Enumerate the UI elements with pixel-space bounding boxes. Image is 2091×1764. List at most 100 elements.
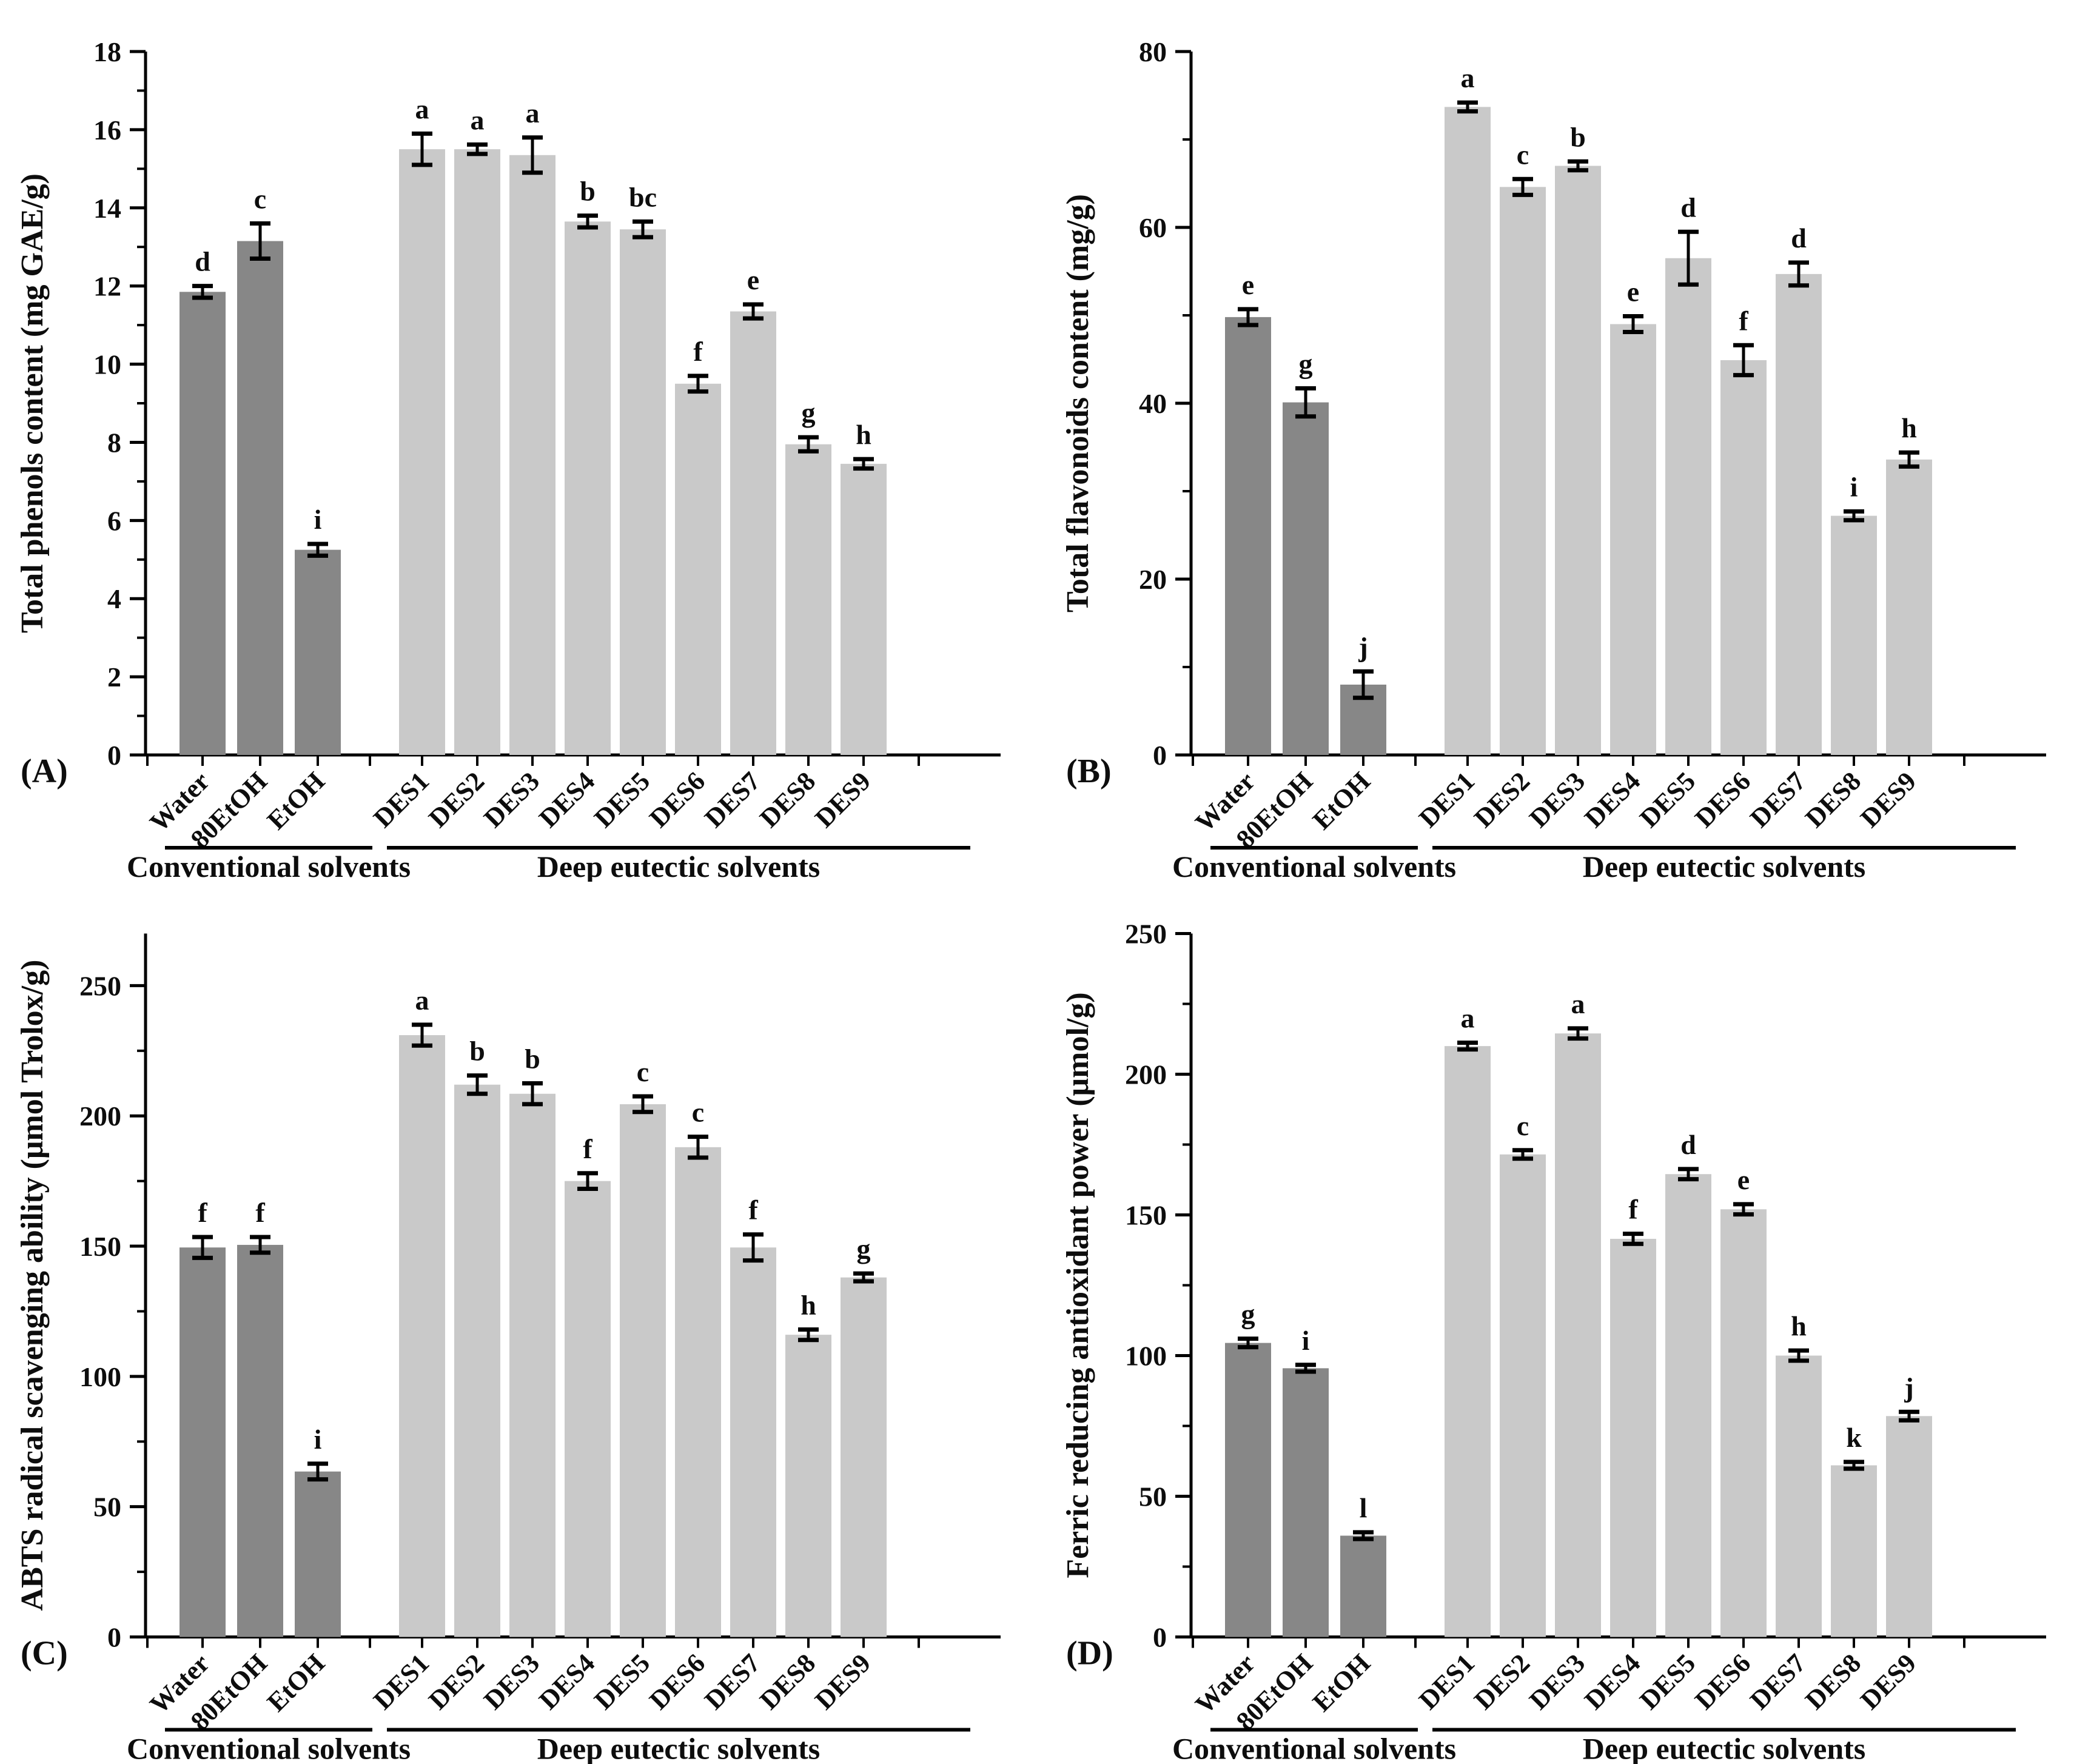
bar-DES1 <box>399 149 445 756</box>
x-label-DES3: DES3 <box>1523 1648 1591 1715</box>
y-tick-label: 150 <box>79 1231 121 1262</box>
x-label-DES4: DES4 <box>1579 1648 1646 1715</box>
chart-A: 024681012141618dWaterc80EtOHiEtOHaDES1aD… <box>15 36 1001 882</box>
group-label-2: Deep eutectic solvents <box>1583 850 1866 882</box>
x-label-EtOH: EtOH <box>261 1648 331 1717</box>
sig-letter-80EtOH: i <box>1302 1325 1310 1356</box>
x-label-DES2: DES2 <box>423 766 490 833</box>
y-axis-title: Ferric reducing antioxidant power (μmol/… <box>1061 992 1095 1578</box>
x-label-DES4: DES4 <box>1579 766 1646 833</box>
bar-DES7 <box>1776 273 1822 756</box>
sig-letter-DES8: k <box>1846 1422 1862 1453</box>
x-label-DES3: DES3 <box>478 766 545 833</box>
sig-letter-Water: d <box>195 246 210 277</box>
y-axis-title: Total phenols content (mg GAE/g) <box>15 173 50 633</box>
y-tick-label: 12 <box>93 271 121 302</box>
bar-Water <box>180 1247 226 1637</box>
y-tick-label: 250 <box>1125 919 1167 950</box>
x-label-DES8: DES8 <box>1799 1648 1867 1715</box>
sig-letter-DES5: bc <box>629 181 657 212</box>
x-label-DES2: DES2 <box>423 1648 490 1715</box>
bar-DES5 <box>620 1104 666 1637</box>
bar-DES3 <box>509 155 555 755</box>
y-tick-label: 100 <box>79 1361 121 1392</box>
sig-letter-DES4: f <box>1628 1194 1638 1225</box>
bar-DES2 <box>454 1084 500 1637</box>
sig-letter-Water: g <box>1241 1299 1255 1330</box>
sig-letter-DES3: a <box>526 98 540 129</box>
sig-letter-EtOH: j <box>1358 631 1368 662</box>
group-label-1: Conventional solvents <box>1172 1732 1456 1764</box>
y-tick-label: 2 <box>107 662 121 693</box>
panel-label: (D) <box>1066 1635 1113 1672</box>
bar-DES5 <box>1665 1174 1711 1637</box>
sig-letter-DES5: d <box>1680 1129 1696 1160</box>
bar-DES5 <box>620 229 666 755</box>
y-tick-label: 40 <box>1139 388 1167 419</box>
bar-DES5 <box>1665 258 1711 755</box>
bar-DES9 <box>841 463 887 755</box>
bar-DES2 <box>1500 1154 1546 1637</box>
bar-Water <box>180 292 226 755</box>
x-label-EtOH: EtOH <box>261 766 331 835</box>
sig-letter-DES1: a <box>1461 1003 1475 1034</box>
y-tick-label: 14 <box>93 193 121 224</box>
sig-letter-EtOH: l <box>1360 1492 1368 1523</box>
sig-letter-DES4: b <box>580 176 596 207</box>
bar-DES6 <box>1720 360 1767 755</box>
y-tick-label: 50 <box>93 1492 121 1523</box>
sig-letter-DES8: i <box>1850 471 1858 502</box>
x-label-DES2: DES2 <box>1468 1648 1536 1715</box>
bar-DES8 <box>785 1335 831 1637</box>
y-tick-label: 16 <box>93 115 121 146</box>
bar-DES3 <box>1555 1033 1601 1637</box>
x-label-DES7: DES7 <box>699 766 766 833</box>
x-label-DES6: DES6 <box>643 1648 711 1715</box>
bar-DES6 <box>1720 1209 1767 1637</box>
x-label-DES1: DES1 <box>368 1648 435 1715</box>
sig-letter-DES9: h <box>856 419 871 450</box>
x-label-DES6: DES6 <box>1689 766 1756 833</box>
group-label-2: Deep eutectic solvents <box>1583 1732 1866 1764</box>
bar-DES7 <box>730 1247 776 1637</box>
y-tick-label: 60 <box>1139 212 1167 243</box>
bar-EtOH <box>295 1471 341 1637</box>
bar-DES2 <box>1500 187 1546 755</box>
x-label-DES8: DES8 <box>754 766 821 833</box>
sig-letter-DES9: h <box>1901 412 1917 443</box>
sig-letter-DES4: e <box>1627 276 1639 307</box>
bar-DES9 <box>1886 1416 1932 1637</box>
sig-letter-80EtOH: c <box>254 184 266 215</box>
x-label-DES7: DES7 <box>1744 1648 1811 1715</box>
x-label-DES5: DES5 <box>1634 766 1701 833</box>
x-label-DES3: DES3 <box>478 1648 545 1715</box>
y-tick-label: 20 <box>1139 564 1167 595</box>
sig-letter-DES7: e <box>747 264 759 295</box>
sig-letter-DES6: c <box>692 1097 704 1128</box>
x-label-DES7: DES7 <box>699 1648 766 1715</box>
sig-letter-80EtOH: f <box>255 1197 265 1228</box>
x-label-DES9: DES9 <box>1854 1648 1922 1715</box>
group-label-1: Conventional solvents <box>127 850 411 882</box>
sig-letter-DES3: b <box>525 1044 540 1075</box>
panel-label: (B) <box>1066 753 1112 790</box>
sig-letter-DES5: c <box>637 1056 649 1087</box>
x-label-DES4: DES4 <box>533 766 600 833</box>
bar-DES1 <box>399 1035 445 1637</box>
bar-DES6 <box>675 383 721 755</box>
x-label-DES1: DES1 <box>1413 1648 1480 1715</box>
chart-C: 050100150200250fWaterf80EtOHiEtOHaDES1bD… <box>15 933 1001 1764</box>
x-label-DES5: DES5 <box>588 1648 656 1715</box>
y-tick-label: 100 <box>1125 1341 1167 1372</box>
sig-letter-DES7: f <box>748 1195 758 1226</box>
sig-letter-EtOH: i <box>314 1424 322 1455</box>
sig-letter-DES1: a <box>415 985 429 1016</box>
group-label-2: Deep eutectic solvents <box>537 1732 821 1764</box>
y-tick-label: 200 <box>1125 1059 1167 1090</box>
sig-letter-DES6: f <box>693 336 703 367</box>
sig-letter-DES9: j <box>1904 1372 1913 1403</box>
sig-letter-DES3: b <box>1570 121 1586 152</box>
x-label-DES5: DES5 <box>1634 1648 1701 1715</box>
bar-Water <box>1225 1343 1271 1637</box>
y-tick-label: 250 <box>79 970 121 1001</box>
